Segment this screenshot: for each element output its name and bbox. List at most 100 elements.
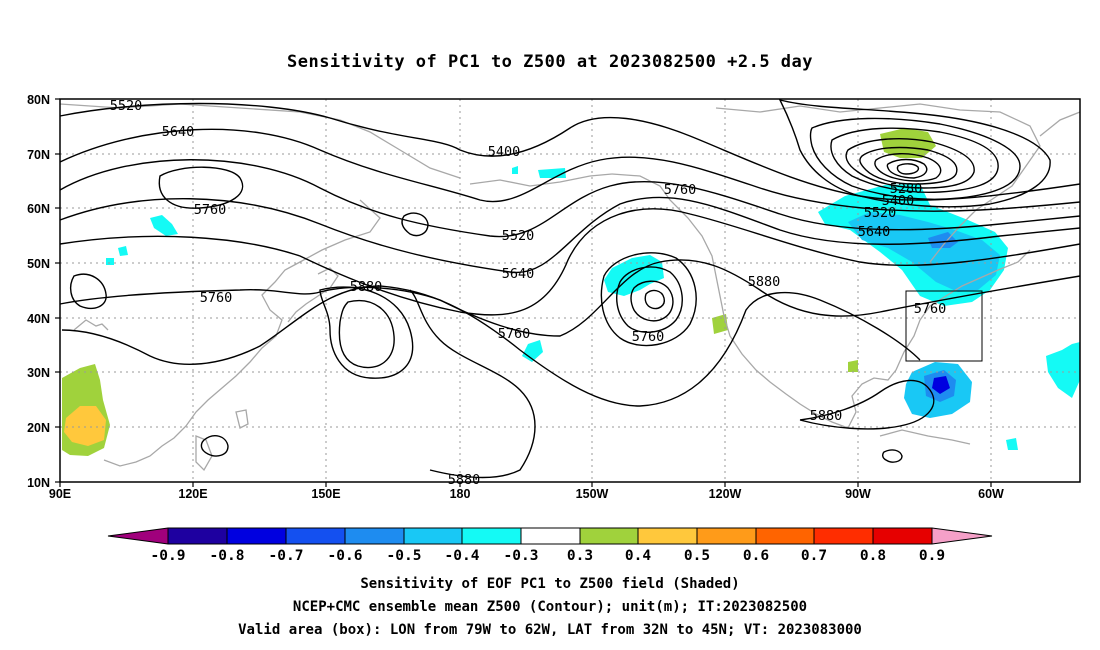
contour-cutoff-core <box>644 289 666 310</box>
contour-5640 <box>59 196 1081 274</box>
shade-cyan-1 <box>150 215 178 236</box>
contour-5880-atlantic <box>799 379 935 430</box>
contour-low-ring-5 <box>859 146 958 185</box>
shade-cyan-eastatlantic <box>1046 342 1080 398</box>
contour-label: 5760 <box>664 182 697 198</box>
contour-5880-high <box>319 286 414 379</box>
colorbar-swatch <box>227 528 286 544</box>
shade-cyan-7 <box>1006 438 1018 450</box>
x-axis-labels: 90E 120E 150E 180 150W 120W 90W 60W <box>49 487 1004 501</box>
contour-small-caribbean <box>881 449 903 463</box>
colorbar-swatch <box>521 528 580 544</box>
y-tick-label: 30N <box>27 366 50 380</box>
x-tick-label: 120E <box>178 487 207 501</box>
contour-low-ring-8 <box>896 163 920 175</box>
map-panel: 5520 5640 5760 5400 5520 5640 5760 5880 … <box>59 98 1081 488</box>
contour-label: 5520 <box>110 98 143 114</box>
contour-label: 5760 <box>914 301 947 317</box>
colorbar-label: -0.4 <box>445 548 480 564</box>
footer-line-valid-area: Valid area (box): LON from 79W to 62W, L… <box>238 622 862 638</box>
colorbar-label: -0.6 <box>328 548 363 564</box>
shade-yellow-indochina <box>64 406 106 446</box>
colorbar-swatch <box>814 528 873 544</box>
contour-5880 <box>61 285 921 407</box>
coast-bering <box>469 173 613 187</box>
footer-line-shading: Sensitivity of EOF PC1 to Z500 field (Sh… <box>360 576 739 592</box>
colorbar-swatch <box>697 528 756 544</box>
contour-small-philippines <box>200 435 229 457</box>
y-axis-labels: 80N 70N 60N 50N 40N 30N 20N 10N <box>27 93 50 490</box>
shade-core-westatlantic <box>932 376 950 394</box>
y-tick-label: 50N <box>27 257 50 271</box>
coast-japan <box>287 267 339 323</box>
contour-label: 5760 <box>632 329 665 345</box>
colorbar-label: 0.3 <box>567 548 593 564</box>
colorbar-label: -0.9 <box>151 548 186 564</box>
contour-label: 5280 <box>890 181 923 197</box>
colorbar: -0.9 -0.8 -0.7 -0.6 -0.5 -0.4 -0.3 0.3 0… <box>107 527 993 564</box>
colorbar-swatch <box>756 528 814 544</box>
z500-contours <box>59 98 1081 479</box>
x-tick-label: 180 <box>450 487 471 501</box>
colorbar-arrow-high <box>932 528 992 544</box>
contour-small-west <box>69 273 107 310</box>
y-tick-label: 40N <box>27 312 50 326</box>
contour-low-ring-1 <box>778 98 1051 208</box>
axis-ticks <box>55 98 992 487</box>
y-tick-label: 10N <box>27 476 50 490</box>
colorbar-label: 0.9 <box>919 548 945 564</box>
x-tick-label: 60W <box>978 487 1004 501</box>
contour-labels: 5520 5640 5760 5400 5520 5640 5760 5880 … <box>110 98 947 488</box>
shade-cyan-2 <box>118 246 128 256</box>
contour-label: 5760 <box>200 290 233 306</box>
contour-low-ring-4 <box>845 138 975 189</box>
coast-bohai <box>73 319 109 331</box>
colorbar-label: -0.7 <box>269 548 304 564</box>
contour-cutoff-inner <box>630 280 674 322</box>
contour-cutoff-outer <box>600 252 697 347</box>
contour-label: 5880 <box>748 274 781 290</box>
contour-small-center <box>401 212 429 237</box>
coast-greenland <box>1039 111 1081 137</box>
contour-label: 5520 <box>864 205 897 221</box>
colorbar-swatch <box>168 528 227 544</box>
coast-east-asia <box>103 199 381 467</box>
colorbar-swatch <box>580 528 638 544</box>
coastlines <box>59 103 1081 472</box>
contour-low-ring-7 <box>886 158 928 179</box>
colorbar-label: 0.4 <box>625 548 651 564</box>
shade-blue-eastcanada <box>848 212 1000 292</box>
colorbar-label: 0.6 <box>743 548 769 564</box>
colorbar-swatch <box>462 528 521 544</box>
colorbar-swatch <box>404 528 462 544</box>
figure-title: Sensitivity of PC1 to Z500 at 2023082500… <box>287 52 813 72</box>
y-tick-label: 20N <box>27 421 50 435</box>
colorbar-swatch <box>873 528 932 544</box>
contour-low-ring-3 <box>830 127 999 194</box>
coast-north-america-west <box>611 173 849 429</box>
shade-green-canada <box>880 128 936 158</box>
valid-area-box <box>905 290 983 362</box>
shade-cyan-6 <box>522 340 543 362</box>
y-tick-label: 60N <box>27 202 50 216</box>
footer-line-contour: NCEP+CMC ensemble mean Z500 (Contour); u… <box>293 599 807 615</box>
contour-cutoff-mid <box>616 266 683 333</box>
x-tick-label: 90E <box>49 487 71 501</box>
x-tick-label: 150E <box>311 487 340 501</box>
contour-5760 <box>59 208 1081 316</box>
x-tick-label: 120W <box>709 487 742 501</box>
contour-label: 5880 <box>810 408 843 424</box>
coast-north-america-east <box>847 249 1031 429</box>
colorbar-label: -0.3 <box>504 548 539 564</box>
colorbar-swatch <box>345 528 404 544</box>
x-tick-label: 150W <box>576 487 609 501</box>
contour-low-ring-2 <box>809 117 1021 200</box>
lat-lon-grid <box>60 99 1080 482</box>
colorbar-label: -0.8 <box>210 548 245 564</box>
shade-green-baja <box>712 314 728 334</box>
contour-label: 5880 <box>350 279 383 295</box>
coast-caribbean <box>879 429 971 445</box>
contour-label: 5880 <box>448 472 481 488</box>
colorbar-label: 0.5 <box>684 548 710 564</box>
